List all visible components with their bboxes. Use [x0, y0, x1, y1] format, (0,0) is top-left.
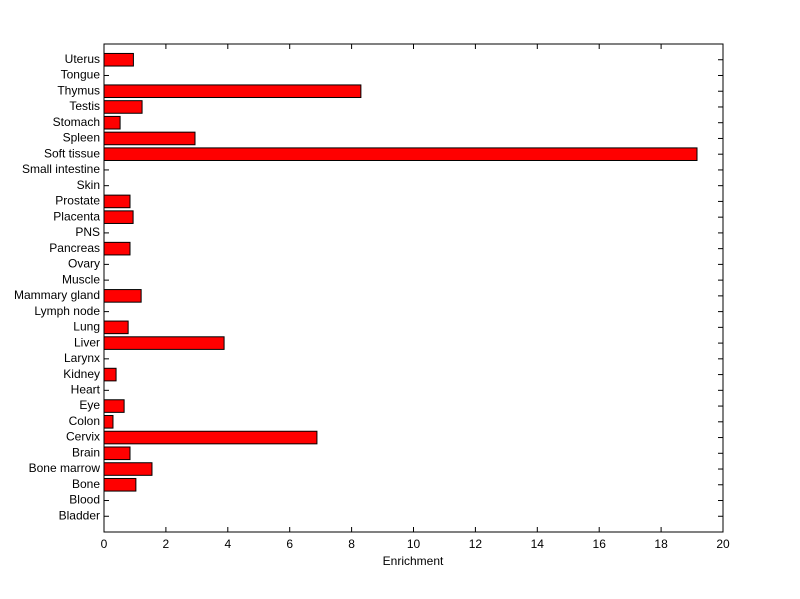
x-tick-label: 10	[407, 537, 421, 551]
y-tick-label: Larynx	[64, 351, 100, 365]
x-tick-label: 18	[654, 537, 668, 551]
bar	[103, 52, 134, 67]
y-tick-label: Pancreas	[49, 241, 100, 255]
bar	[103, 194, 131, 209]
bar	[103, 399, 125, 413]
x-tick-label: 12	[469, 537, 483, 551]
bar	[103, 115, 121, 130]
bar	[103, 336, 225, 350]
x-tick-label: 8	[348, 537, 355, 551]
y-tick-label: Thymus	[57, 83, 100, 97]
y-tick-label: Tongue	[61, 68, 101, 82]
y-tick-label: Liver	[74, 335, 100, 349]
y-tick-label: Lymph node	[34, 304, 100, 318]
y-tick-label: Bone marrow	[29, 461, 101, 475]
bar	[103, 210, 134, 224]
y-tick-label: Brain	[72, 445, 100, 459]
bar	[103, 446, 131, 461]
y-tick-label: Uterus	[65, 52, 100, 66]
y-tick-label: Ovary	[68, 257, 100, 271]
bar	[103, 477, 137, 492]
bar	[103, 84, 362, 99]
y-tick-label: Bone	[72, 477, 100, 491]
y-tick-label: Bladder	[59, 508, 100, 522]
y-tick-label: Prostate	[55, 194, 100, 208]
y-tick-label: Stomach	[53, 115, 100, 129]
y-tick-label: Placenta	[53, 209, 100, 223]
plot-area	[103, 43, 724, 533]
y-tick-label: Blood	[69, 493, 100, 507]
x-tick-label: 6	[286, 537, 293, 551]
y-tick-label: Colon	[69, 414, 100, 428]
x-axis-label: Enrichment	[383, 554, 444, 568]
y-tick-label: Small intestine	[22, 162, 100, 176]
y-tick-label: Heart	[71, 382, 101, 396]
x-tick-label: 0	[101, 537, 108, 551]
y-tick-label: Kidney	[63, 367, 100, 381]
y-tick-label: Mammary gland	[14, 288, 100, 302]
bar	[103, 131, 196, 146]
y-tick-label: Spleen	[63, 131, 100, 145]
y-tick-label: PNS	[75, 225, 100, 239]
y-tick-label: Cervix	[66, 430, 100, 444]
y-tick-label: Testis	[69, 99, 100, 113]
x-tick-label: 2	[163, 537, 170, 551]
y-tick-label: Eye	[79, 398, 100, 412]
bar	[103, 430, 318, 445]
bar	[103, 289, 142, 303]
y-tick-label: Skin	[77, 178, 100, 192]
bar	[103, 462, 153, 476]
y-tick-label: Soft tissue	[44, 146, 100, 160]
bar	[103, 147, 698, 161]
y-tick-label: Lung	[73, 320, 100, 334]
y-tick-label: Muscle	[62, 272, 100, 286]
x-tick-label: 14	[531, 537, 545, 551]
bar	[103, 320, 129, 335]
x-tick-label: 20	[716, 537, 730, 551]
bar	[103, 415, 114, 429]
bar	[103, 241, 131, 256]
bar	[103, 100, 143, 114]
x-tick-label: 4	[224, 537, 231, 551]
x-tick-label: 16	[593, 537, 607, 551]
bar	[103, 367, 117, 382]
